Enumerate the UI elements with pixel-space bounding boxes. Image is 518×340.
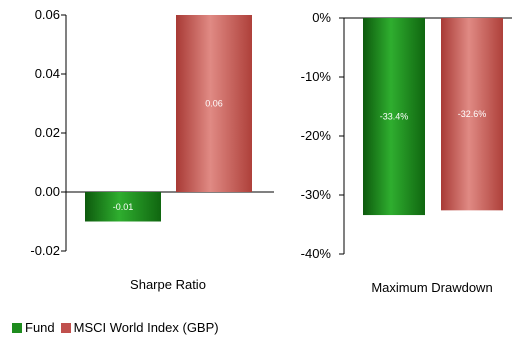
y-tick-label: -30% xyxy=(301,187,332,202)
y-tick-label: 0.02 xyxy=(35,125,60,140)
legend-item-msci-world-index: MSCI World Index (GBP) xyxy=(60,320,219,335)
legend-swatch-fund xyxy=(12,322,22,333)
legend-label-fund: Fund xyxy=(25,320,55,335)
y-tick-label: -0.02 xyxy=(30,243,60,258)
drawdown-chart-title: Maximum Drawdown xyxy=(371,280,492,295)
sharpe-bar-fund xyxy=(85,192,161,222)
drawdown-bar-msci-world-index xyxy=(441,18,503,211)
sharpe-data-label-fund: -0.01 xyxy=(113,202,134,212)
y-tick-label: -10% xyxy=(301,69,332,84)
charts-area: 0.06 0.04 0.02 0.00 -0.02 -0.01 0.06 Sharpe Rat… xyxy=(30,7,512,295)
legend-label-msci-world-index: MSCI World Index (GBP) xyxy=(73,320,219,335)
sharpe-bar-msci-world-index xyxy=(176,15,252,192)
drawdown-bar-fund xyxy=(363,18,425,216)
legend-item-fund: Fund xyxy=(12,320,55,335)
drawdown-data-label-fund: -33.4% xyxy=(380,112,409,122)
sharpe-chart-title: Sharpe Ratio xyxy=(130,277,206,292)
y-tick-label: 0.04 xyxy=(35,66,60,81)
legend: Fund MSCI World Index (GBP) xyxy=(12,320,225,335)
sharpe-ratio-chart: 0.06 0.04 0.02 0.00 -0.02 -0.01 0.06 Sharpe Rat… xyxy=(30,7,274,292)
y-tick-label: 0% xyxy=(312,10,331,25)
drawdown-data-label-msci-world-index: -32.6% xyxy=(458,109,487,119)
y-tick-label: -20% xyxy=(301,128,332,143)
sharpe-data-label-msci-world-index: 0.06 xyxy=(205,99,223,109)
legend-swatch-msci-world-index xyxy=(60,322,71,333)
y-tick-label: 0.06 xyxy=(35,7,60,22)
y-tick-label: -40% xyxy=(301,246,332,261)
maximum-drawdown-chart: 0% -10% -20% -30% -40% -33.4% -32.6% Maximum Dr… xyxy=(301,10,512,295)
y-tick-label: 0.00 xyxy=(35,184,60,199)
